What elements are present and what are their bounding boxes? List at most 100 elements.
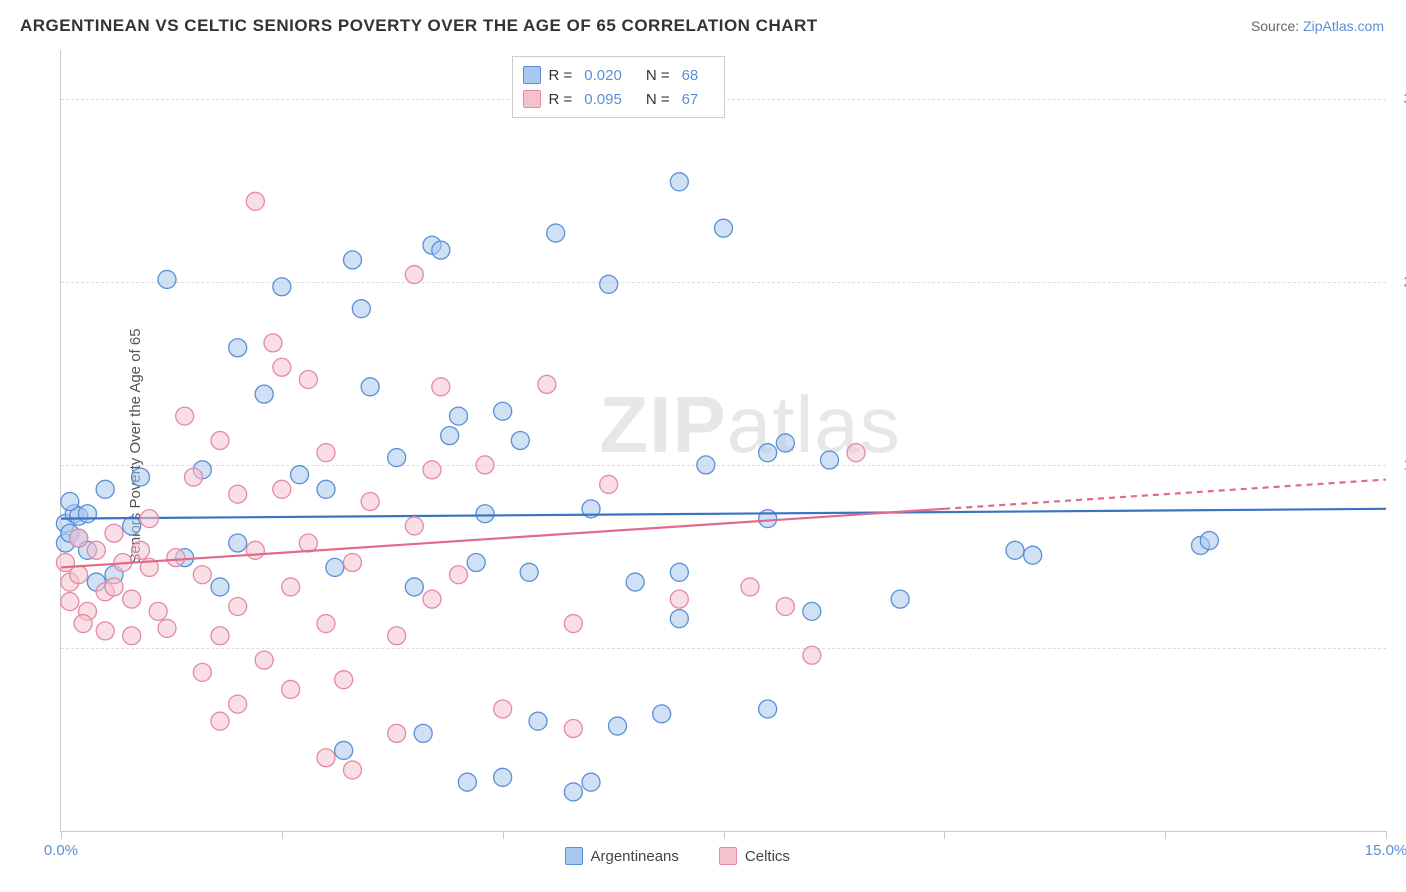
data-point (538, 375, 556, 393)
n-label: N = (646, 67, 670, 84)
x-tick (724, 831, 725, 839)
n-value: 67 (682, 91, 699, 108)
data-point (564, 783, 582, 801)
data-point (670, 563, 688, 581)
legend-row-argentineans: R = 0.020 N = 68 (523, 63, 715, 87)
data-point (476, 505, 494, 523)
data-point (388, 627, 406, 645)
data-point (96, 480, 114, 498)
data-point (344, 761, 362, 779)
data-point (414, 724, 432, 742)
data-point (520, 563, 538, 581)
data-point (776, 597, 794, 615)
r-value: 0.095 (584, 91, 622, 108)
data-point (609, 717, 627, 735)
data-point (273, 480, 291, 498)
data-point (255, 385, 273, 403)
data-point (282, 578, 300, 596)
data-point (547, 224, 565, 242)
x-tick (282, 831, 283, 839)
data-point (229, 534, 247, 552)
data-point (229, 485, 247, 503)
data-point (388, 449, 406, 467)
r-label: R = (549, 91, 573, 108)
data-point (600, 475, 618, 493)
legend-item-celtics: Celtics (719, 847, 790, 865)
data-point (185, 468, 203, 486)
x-tick (503, 831, 504, 839)
scatter-svg (61, 50, 1386, 831)
data-point (123, 590, 141, 608)
data-point (458, 773, 476, 791)
data-point (229, 339, 247, 357)
data-point (273, 358, 291, 376)
data-point (246, 192, 264, 210)
data-point (246, 541, 264, 559)
data-point (299, 534, 317, 552)
series-legend: Argentineans Celtics (565, 847, 790, 865)
data-point (344, 554, 362, 572)
data-point (140, 510, 158, 528)
data-point (176, 407, 194, 425)
x-tick-label: 15.0% (1365, 842, 1406, 859)
data-point (105, 578, 123, 596)
data-point (670, 610, 688, 628)
data-point (423, 461, 441, 479)
data-point (405, 266, 423, 284)
source-link[interactable]: ZipAtlas.com (1303, 18, 1384, 34)
data-point (821, 451, 839, 469)
trend-line (61, 509, 1386, 519)
data-point (405, 578, 423, 596)
data-point (670, 173, 688, 191)
data-point (361, 378, 379, 396)
n-label: N = (646, 91, 670, 108)
data-point (405, 517, 423, 535)
data-point (229, 597, 247, 615)
x-tick (944, 831, 945, 839)
data-point (335, 741, 353, 759)
data-point (326, 558, 344, 576)
data-point (423, 590, 441, 608)
correlation-legend: R = 0.020 N = 68 R = 0.095 N = 67 (512, 56, 726, 118)
data-point (626, 573, 644, 591)
data-point (600, 275, 618, 293)
data-point (476, 456, 494, 474)
source-attribution: Source: ZipAtlas.com (1251, 18, 1384, 34)
data-point (96, 622, 114, 640)
data-point (193, 663, 211, 681)
data-point (61, 493, 79, 511)
data-point (211, 712, 229, 730)
legend-item-argentineans: Argentineans (565, 847, 679, 865)
data-point (759, 700, 777, 718)
data-point (352, 300, 370, 318)
data-point (123, 517, 141, 535)
x-tick (1386, 831, 1387, 839)
data-point (388, 724, 406, 742)
data-point (511, 432, 529, 450)
r-value: 0.020 (584, 67, 622, 84)
data-point (211, 627, 229, 645)
data-point (494, 700, 512, 718)
data-point (441, 427, 459, 445)
data-point (803, 602, 821, 620)
data-point (87, 541, 105, 559)
data-point (494, 768, 512, 786)
data-point (344, 251, 362, 269)
data-point (61, 593, 79, 611)
legend-row-celtics: R = 0.095 N = 67 (523, 87, 715, 111)
data-point (653, 705, 671, 723)
data-point (361, 493, 379, 511)
data-point (715, 219, 733, 237)
data-point (105, 524, 123, 542)
data-point (70, 566, 88, 584)
x-tick-label: 0.0% (44, 842, 78, 859)
data-point (776, 434, 794, 452)
data-point (79, 505, 97, 523)
data-point (74, 615, 92, 633)
legend-swatch-pink (523, 90, 541, 108)
chart-plot-area: ZIPatlas 7.5%15.0%22.5%30.0% 0.0%15.0% R… (60, 50, 1386, 832)
data-point (317, 444, 335, 462)
data-point (255, 651, 273, 669)
data-point (847, 444, 865, 462)
legend-swatch-blue (523, 66, 541, 84)
